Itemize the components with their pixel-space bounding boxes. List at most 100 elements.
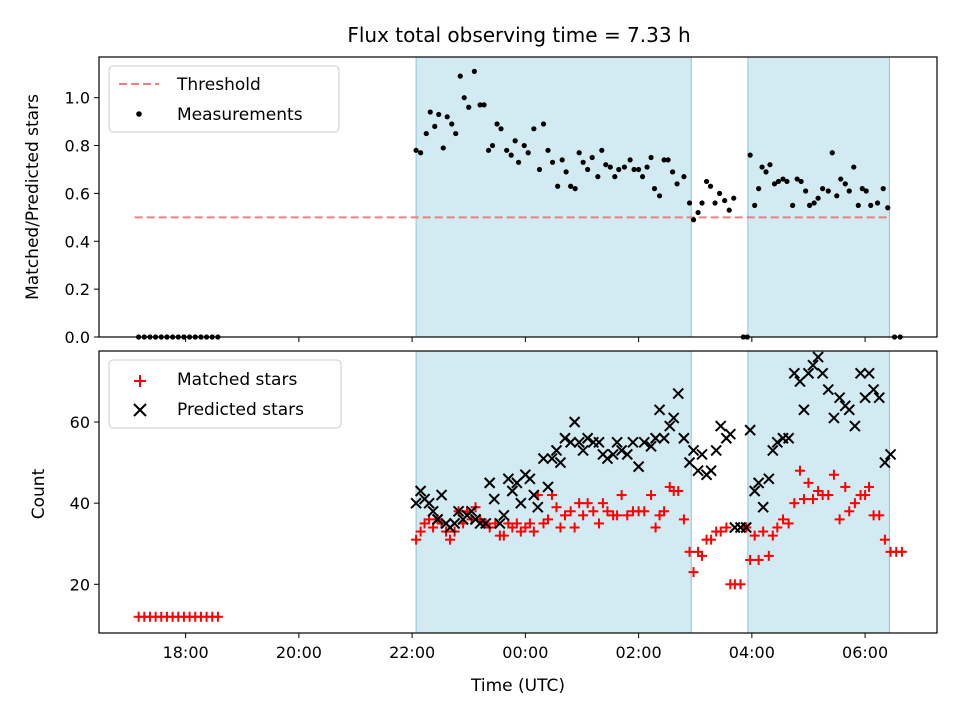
predicted-star-stroke xyxy=(448,517,461,530)
measurement-point xyxy=(669,169,676,175)
matched-star-point xyxy=(896,546,907,557)
measurement-point xyxy=(784,178,790,185)
measurement-point xyxy=(603,162,609,168)
matched-star-point xyxy=(555,522,566,533)
measurement-point xyxy=(690,217,697,223)
count-panel: 20 40 60 18:00 20:00 22:00 00:00 02:00 04:00 06:0… xyxy=(29,350,938,696)
predicted-star-point xyxy=(564,436,577,449)
predicted-star-stroke xyxy=(849,420,861,432)
measurement-point xyxy=(453,130,459,137)
predicted-star-point xyxy=(452,505,465,517)
matched-star-point xyxy=(763,550,774,561)
measurement-point xyxy=(440,145,446,151)
predicted-star-point xyxy=(649,432,662,444)
matched-star-point xyxy=(874,510,885,521)
predicted-star-stroke xyxy=(740,521,752,534)
count-y-tick-label: 40 xyxy=(70,494,90,513)
measurement-point xyxy=(712,200,718,206)
measurement-point xyxy=(842,181,848,187)
ratio-y-tick-label: 0.8 xyxy=(65,137,90,156)
matched-star-point xyxy=(588,506,599,517)
predicted-star-point xyxy=(480,517,492,530)
predicted-star-point xyxy=(678,432,690,444)
x-tick-label: 04:00 xyxy=(729,643,775,662)
measurement-point xyxy=(498,126,504,132)
measurement-point xyxy=(674,181,680,187)
measurement-point xyxy=(656,193,663,199)
measurement-point xyxy=(555,183,561,189)
predicted-star-point xyxy=(807,359,819,371)
measurement-point xyxy=(838,176,844,182)
count-legend-box xyxy=(108,359,342,429)
predicted-star-point xyxy=(542,481,554,493)
measurement-point xyxy=(477,102,483,108)
predicted-star-stroke xyxy=(559,432,571,444)
predicted-star-point xyxy=(410,497,422,509)
measurement-point xyxy=(722,197,728,204)
predicted-star-point xyxy=(816,367,829,380)
predicted-star-point xyxy=(427,505,439,517)
predicted-star-stroke xyxy=(714,420,727,432)
measurement-point xyxy=(807,202,813,208)
matched-star-point xyxy=(574,498,585,509)
predicted-star-stroke xyxy=(843,404,855,416)
predicted-star-stroke xyxy=(678,432,690,444)
ratio-legend: Threshold Measurements xyxy=(108,65,340,133)
predicted-star-stroke xyxy=(627,436,639,449)
count-plot-frame xyxy=(98,350,938,634)
predicted-star-point xyxy=(788,367,801,380)
measurement-point xyxy=(489,142,496,149)
predicted-star-point xyxy=(593,436,605,449)
matched-star-point xyxy=(612,510,623,521)
predicted-star-stroke xyxy=(581,432,594,444)
count-axis-ticks: 20 40 60 18:00 20:00 22:00 00:00 02:00 04:00 06:0… xyxy=(70,413,889,662)
predicted-star-point xyxy=(833,391,846,404)
predicted-star-stroke xyxy=(705,464,717,477)
measurement-point xyxy=(825,188,831,194)
predicted-star-point xyxy=(627,436,639,449)
measurement-point xyxy=(699,200,705,206)
predicted-star-stroke xyxy=(564,436,577,449)
predicted-star-point xyxy=(748,485,761,497)
measurement-point xyxy=(559,157,565,163)
predicted-star-point xyxy=(483,477,496,489)
predicted-star-stroke xyxy=(816,367,829,380)
predicted-star-point xyxy=(448,517,461,530)
measurement-point xyxy=(515,159,522,165)
predicted-star-point xyxy=(532,501,544,513)
predicted-star-stroke xyxy=(483,477,496,489)
predicted-star-stroke xyxy=(577,444,589,457)
predicted-star-stroke xyxy=(607,448,619,461)
measurement-point xyxy=(834,193,840,199)
predicted-star-stroke xyxy=(435,489,448,501)
predicted-star-point xyxy=(465,505,478,517)
predicted-star-point xyxy=(843,404,855,416)
predicted-star-point xyxy=(867,383,880,396)
observing-window-shade xyxy=(415,56,692,338)
measurement-point xyxy=(427,109,433,115)
matched-star-point xyxy=(777,514,788,525)
measurement-point xyxy=(829,150,835,156)
predicted-star-stroke xyxy=(524,473,536,485)
predicted-star-stroke xyxy=(867,383,880,396)
predicted-star-stroke xyxy=(802,367,815,380)
predicted-star-point xyxy=(873,391,885,404)
ratio-y-tick-label: 1.0 xyxy=(65,89,90,108)
predicted-star-point xyxy=(863,367,875,380)
predicted-star-point xyxy=(559,432,571,444)
measurement-point xyxy=(855,202,861,208)
predicted-star-stroke xyxy=(757,501,769,513)
measurement-point xyxy=(616,166,622,173)
matched-star-point xyxy=(860,490,871,501)
measurement-point xyxy=(686,200,693,206)
predicted-star-stroke xyxy=(427,505,439,517)
measurement-points xyxy=(136,68,903,340)
predicted-star-stroke xyxy=(744,424,756,436)
measurement-point xyxy=(811,200,817,206)
predicted-star-point xyxy=(802,367,815,380)
measurement-point xyxy=(461,95,467,101)
matched-star-point xyxy=(783,518,794,529)
matched-star-point xyxy=(767,530,778,541)
predicted-legend-label: Predicted stars xyxy=(177,400,304,420)
measurement-point xyxy=(545,147,551,153)
